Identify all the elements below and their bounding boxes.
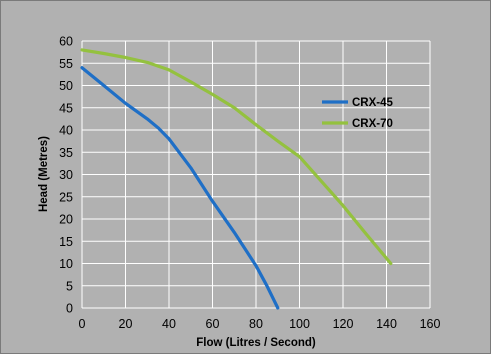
y-tick-label-4: 20 [59,213,73,227]
x-tick-label-1: 20 [119,317,133,331]
x-tick-label-2: 40 [162,317,176,331]
x-tick-label-8: 160 [420,317,441,331]
x-tick-label-7: 140 [376,317,397,331]
y-tick-label-6: 30 [59,168,73,182]
y-tick-label-10: 50 [59,79,73,93]
y-tick-label-12: 60 [59,35,73,49]
y-tick-labels: 0 5 10 15 20 25 30 35 40 45 50 55 60 [59,35,73,316]
y-tick-label-1: 5 [66,279,73,293]
y-tick-label-5: 25 [59,190,73,204]
y-tick-label-11: 55 [59,57,73,71]
legend: CRX-45 CRX-70 [322,97,394,130]
x-axis-title: Flow (Litres / Second) [196,337,316,349]
legend-label-crx-70: CRX-70 [352,118,393,130]
y-tick-label-9: 45 [59,101,73,115]
x-tick-label-5: 100 [289,317,310,331]
series-line-crx-70 [80,48,393,266]
y-tick-label-8: 40 [59,124,73,138]
x-tick-label-6: 120 [333,317,354,331]
x-tick-labels: 0 20 40 60 80 100 120 140 160 [79,317,441,331]
y-axis-title: Head (Metres) [38,136,50,212]
legend-label-crx-45: CRX-45 [352,97,394,109]
series-line-crx-45 [80,66,280,310]
x-tick-label-4: 80 [249,317,263,331]
y-tick-label-3: 15 [59,235,73,249]
y-tick-label-0: 0 [66,302,73,316]
y-tick-label-7: 35 [59,146,73,160]
series-lines [80,48,393,310]
x-tick-label-0: 0 [79,317,86,331]
x-tick-label-3: 60 [206,317,220,331]
y-tick-label-2: 10 [59,257,73,271]
